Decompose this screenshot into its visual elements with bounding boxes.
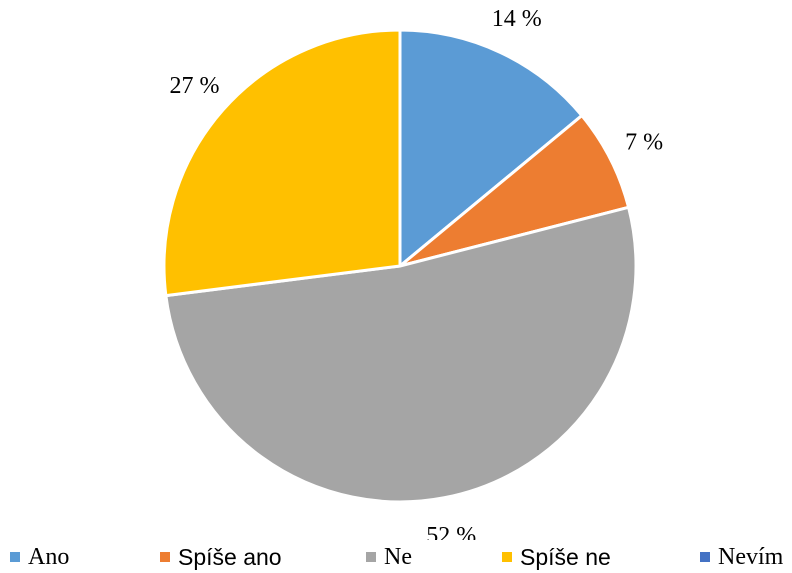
- legend-item-ne: Ne: [366, 542, 412, 572]
- legend-item-spise-ne: Spíše ne: [502, 542, 611, 572]
- chart-legend: Ano Spíše ano Ne Spíše ne Nevím: [0, 542, 792, 572]
- legend-swatch-nevim: [700, 552, 710, 562]
- data-label-spise-ne: 27 %: [170, 73, 220, 99]
- legend-swatch-spise-ne: [502, 552, 512, 562]
- legend-swatch-ne: [366, 552, 376, 562]
- legend-item-ano: Ano: [10, 542, 69, 572]
- legend-label-spise-ano: Spíše ano: [178, 543, 282, 570]
- legend-item-spise-ano: Spíše ano: [160, 542, 282, 572]
- legend-swatch-ano: [10, 552, 20, 562]
- legend-label-ne: Ne: [384, 543, 412, 570]
- legend-label-spise-ne: Spíše ne: [520, 543, 611, 570]
- pie-slice-ano: [398, 28, 584, 268]
- legend-label-ano: Ano: [28, 543, 70, 570]
- data-label-spise-ano: 7 %: [625, 130, 663, 156]
- pie-slice-spise-ano: [398, 114, 631, 268]
- legend-label-nevim: Nevím: [718, 543, 784, 570]
- legend-item-nevim: Nevím: [700, 542, 783, 572]
- pie-slice-spise-ne: [162, 28, 402, 298]
- data-label-ne: 52 %: [426, 523, 476, 540]
- legend-swatch-spise-ano: [160, 552, 170, 562]
- data-label-ano: 14 %: [492, 6, 542, 32]
- pie-chart-plot: 14 % 7 % 52 % 27 %: [162, 6, 663, 540]
